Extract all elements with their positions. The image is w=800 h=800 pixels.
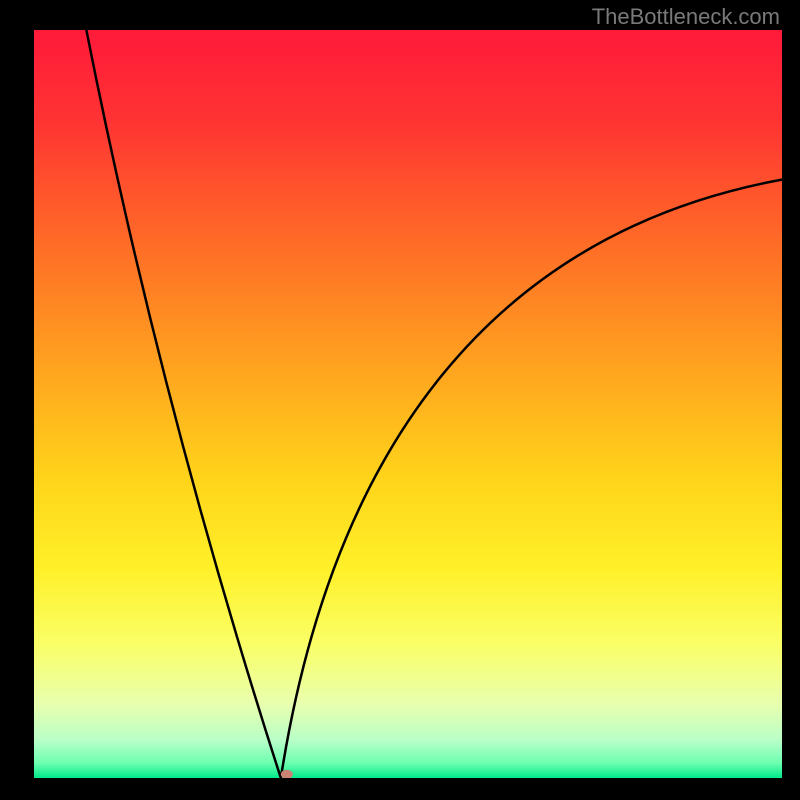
watermark-text: TheBottleneck.com xyxy=(592,4,780,30)
bottleneck-curve-path xyxy=(86,30,782,778)
outer-frame: TheBottleneck.com xyxy=(0,0,800,800)
plot-area xyxy=(34,30,782,778)
bottleneck-curve-svg xyxy=(34,30,782,778)
